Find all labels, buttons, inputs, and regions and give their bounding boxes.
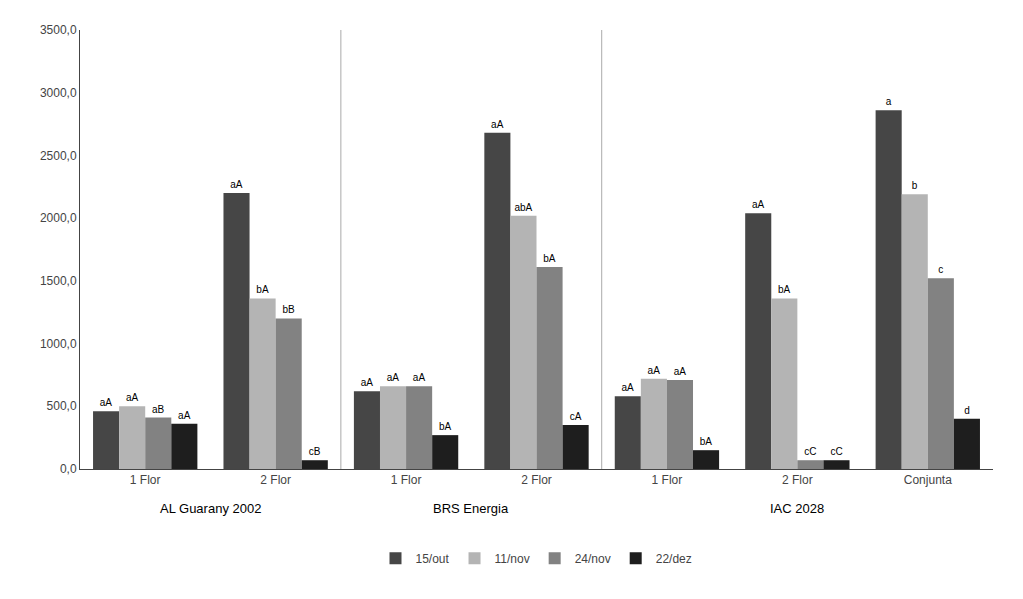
svg-text:c: c <box>938 264 943 275</box>
svg-text:bA: bA <box>543 253 556 264</box>
svg-text:aA: aA <box>361 377 374 388</box>
svg-text:bA: bA <box>439 421 452 432</box>
svg-text:aA: aA <box>648 365 661 376</box>
svg-text:24/nov: 24/nov <box>575 552 611 566</box>
svg-text:2500,0: 2500,0 <box>40 149 77 163</box>
svg-text:1 Flor: 1 Flor <box>652 473 683 487</box>
svg-text:aB: aB <box>152 404 165 415</box>
svg-text:15/out: 15/out <box>416 552 450 566</box>
svg-text:bA: bA <box>778 284 791 295</box>
svg-text:BRS Energia: BRS Energia <box>433 501 509 516</box>
svg-text:aA: aA <box>491 119 504 130</box>
svg-text:3000,0: 3000,0 <box>40 86 77 100</box>
svg-text:11/nov: 11/nov <box>495 552 530 566</box>
svg-text:bA: bA <box>256 284 269 295</box>
svg-text:bA: bA <box>700 436 713 447</box>
svg-text:IAC 2028: IAC 2028 <box>770 501 824 516</box>
svg-text:a: a <box>886 96 892 107</box>
svg-text:500,0: 500,0 <box>47 399 77 413</box>
svg-text:1 Flor: 1 Flor <box>130 473 161 487</box>
svg-text:b: b <box>912 180 918 191</box>
svg-text:aA: aA <box>230 179 243 190</box>
svg-text:aA: aA <box>674 366 687 377</box>
svg-text:cC: cC <box>804 446 816 457</box>
svg-text:AL Guarany 2002: AL Guarany 2002 <box>160 501 261 516</box>
svg-text:bB: bB <box>282 304 295 315</box>
svg-text:aA: aA <box>413 372 426 383</box>
svg-text:1500,0: 1500,0 <box>40 274 77 288</box>
svg-text:2 Flor: 2 Flor <box>521 473 552 487</box>
svg-text:3500,0: 3500,0 <box>40 23 77 37</box>
svg-text:cC: cC <box>830 446 842 457</box>
svg-text:Conjunta: Conjunta <box>904 473 952 487</box>
svg-text:2 Flor: 2 Flor <box>260 473 291 487</box>
svg-text:22/dez: 22/dez <box>656 552 692 566</box>
svg-text:2000,0: 2000,0 <box>40 211 77 225</box>
svg-text:aA: aA <box>100 397 113 408</box>
svg-text:aA: aA <box>622 382 635 393</box>
svg-text:cA: cA <box>570 411 582 422</box>
svg-text:aA: aA <box>387 372 400 383</box>
svg-text:1000,0: 1000,0 <box>40 337 77 351</box>
svg-text:cB: cB <box>309 446 321 457</box>
svg-text:abA: abA <box>514 202 532 213</box>
svg-text:aA: aA <box>126 392 139 403</box>
svg-text:1 Flor: 1 Flor <box>391 473 422 487</box>
svg-text:2 Flor: 2 Flor <box>782 473 813 487</box>
svg-text:d: d <box>964 405 970 416</box>
svg-text:0,0: 0,0 <box>60 462 77 476</box>
svg-text:aA: aA <box>178 410 191 421</box>
svg-text:aA: aA <box>752 199 765 210</box>
